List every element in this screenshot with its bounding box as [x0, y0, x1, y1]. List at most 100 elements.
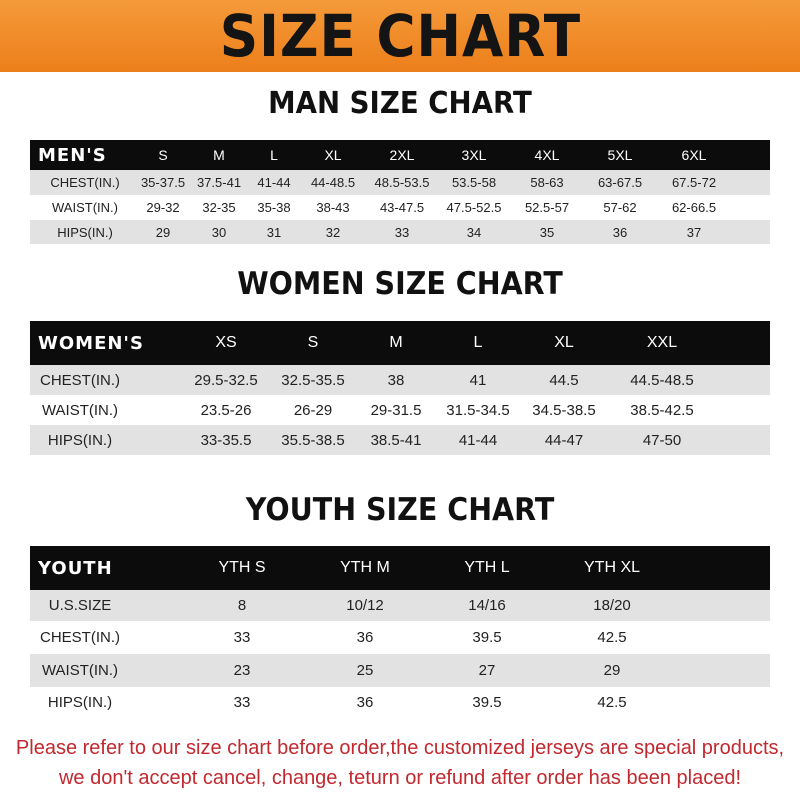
table-cell: 42.5 [597, 694, 627, 711]
row-label: CHEST(IN.) [40, 629, 120, 646]
table-corner-label: MEN'S [38, 144, 107, 166]
table-row: HIPS(IN.) 33 36 39.5 42.5 [30, 687, 770, 718]
table-cell: 44.5-48.5 [630, 371, 694, 389]
table-cell: 33 [233, 629, 251, 646]
size-header: XL [554, 334, 574, 351]
table-cell: 38 [387, 371, 405, 389]
table-row: CHEST(IN.) 35-37.5 37.5-41 41-44 44-48.5 48.5… [30, 170, 770, 195]
table-row: WAIST(IN.) 29-32 32-35 35-38 38-43 43-47.5 47.… [30, 195, 770, 220]
table-cell: 39.5 [472, 629, 502, 646]
table-cell: 39.5 [472, 694, 502, 711]
table-cell: 27 [478, 662, 496, 679]
table-cell: 38.5-42.5 [630, 401, 694, 419]
size-header: M [213, 147, 225, 163]
table-cell: 44-47 [544, 431, 584, 449]
page-title: SIZE CHART [219, 2, 581, 70]
table-cell: 67.5-72 [671, 175, 717, 190]
table-cell: 23 [233, 662, 251, 679]
table-cell: 38.5-41 [370, 431, 422, 449]
size-header: L [473, 334, 483, 351]
table-cell: 29-32 [146, 200, 180, 215]
table-cell: 38-43 [316, 200, 350, 215]
size-header: YTH L [464, 559, 510, 576]
table-row: HIPS(IN.) 29 30 31 32 33 34 35 36 37 [30, 220, 770, 244]
row-label: CHEST(IN.) [50, 175, 120, 190]
table-corner-label: YOUTH [38, 557, 113, 579]
table-row: HIPS(IN.) 33-35.5 35.5-38.5 38.5-41 41-44 44-… [30, 425, 770, 455]
men-section-title: MAN SIZE CHART [268, 86, 532, 121]
table-cell: 47.5-52.5 [446, 200, 502, 215]
table-cell: 33 [394, 224, 410, 240]
table-cell: 58-63 [530, 175, 564, 190]
table-cell: 42.5 [597, 629, 627, 646]
table-row: CHEST(IN.) 29.5-32.5 32.5-35.5 38 41 44.5 44.5… [30, 365, 770, 395]
table-cell: 25 [356, 662, 374, 679]
header-row: WOMEN'S XS S M L XL XXL [30, 321, 770, 365]
table-cell: 62-66.5 [671, 200, 717, 215]
order-notice-line-1: Please refer to our size chart before or… [15, 737, 785, 759]
table-cell: 41-44 [257, 175, 291, 190]
size-header: S [158, 147, 168, 163]
table-cell: 44.5 [549, 371, 579, 389]
table-cell: 52.5-57 [524, 200, 570, 215]
size-header: L [270, 147, 278, 163]
table-cell: 57-62 [603, 200, 637, 215]
size-header: 3XL [461, 147, 487, 163]
order-notice-line-2: we don't accept cancel, change, teturn o… [58, 767, 742, 789]
table-corner-label: WOMEN'S [38, 332, 144, 354]
table-cell: 53.5-58 [451, 175, 497, 190]
table-cell: 35-38 [257, 200, 291, 215]
table-cell: 34.5-38.5 [532, 401, 596, 419]
row-label: CHEST(IN.) [40, 371, 120, 389]
table-cell: 43-47.5 [379, 200, 425, 215]
table-cell: 29-31.5 [370, 401, 422, 419]
table-cell: 41-44 [458, 431, 498, 449]
table-cell: 37 [686, 224, 702, 240]
size-header: 5XL [607, 147, 633, 163]
table-cell: 34 [466, 224, 482, 240]
table-cell: 41 [469, 371, 487, 389]
table-cell: 32 [325, 224, 341, 240]
row-label: U.S.SIZE [48, 597, 112, 614]
size-header: XXL [646, 334, 678, 351]
table-cell: 30 [211, 224, 227, 240]
table-row: U.S.SIZE 8 10/12 14/16 18/20 [30, 590, 770, 621]
women-section-title: WOMEN SIZE CHART [237, 266, 563, 302]
table-row: WAIST(IN.) 23 25 27 29 [30, 654, 770, 687]
size-header: 6XL [681, 147, 707, 163]
table-cell: 29 [155, 224, 171, 240]
size-header: YTH M [340, 559, 390, 576]
row-label: HIPS(IN.) [57, 224, 113, 240]
row-label: WAIST(IN.) [41, 662, 119, 679]
size-header: 2XL [389, 147, 415, 163]
table-cell: 29 [603, 662, 621, 679]
size-header: XL [324, 147, 342, 163]
table-cell: 18/20 [593, 597, 631, 614]
table-cell: 37.5-41 [196, 175, 242, 190]
size-header: S [307, 334, 319, 351]
table-cell: 31.5-34.5 [446, 401, 510, 419]
table-cell: 63-67.5 [597, 175, 643, 190]
table-cell: 14/16 [468, 597, 506, 614]
size-header: YTH XL [583, 559, 641, 576]
table-cell: 35.5-38.5 [281, 431, 345, 449]
table-cell: 31 [266, 224, 282, 240]
row-label: HIPS(IN.) [47, 431, 113, 449]
size-header: M [389, 334, 403, 351]
table-cell: 48.5-53.5 [374, 175, 430, 190]
table-cell: 26-29 [293, 401, 333, 419]
row-label: WAIST(IN.) [41, 401, 119, 419]
table-cell: 10/12 [346, 597, 384, 614]
size-header: YTH S [218, 559, 266, 576]
order-notice: Please refer to our size chart before or… [0, 733, 800, 793]
table-cell: 33-35.5 [200, 431, 252, 449]
size-header: 4XL [534, 147, 560, 163]
table-row: CHEST(IN.) 33 36 39.5 42.5 [30, 621, 770, 654]
table-cell: 35 [539, 224, 555, 240]
header-row: YOUTH YTH S YTH M YTH L YTH XL [30, 546, 770, 590]
table-cell: 35-37.5 [140, 175, 186, 190]
table-cell: 36 [356, 694, 374, 711]
header-row: MEN'S S M L XL 2XL 3XL 4XL 5XL 6XL [30, 140, 770, 170]
title-banner: SIZE CHART [0, 0, 800, 72]
table-cell: 33 [233, 694, 251, 711]
